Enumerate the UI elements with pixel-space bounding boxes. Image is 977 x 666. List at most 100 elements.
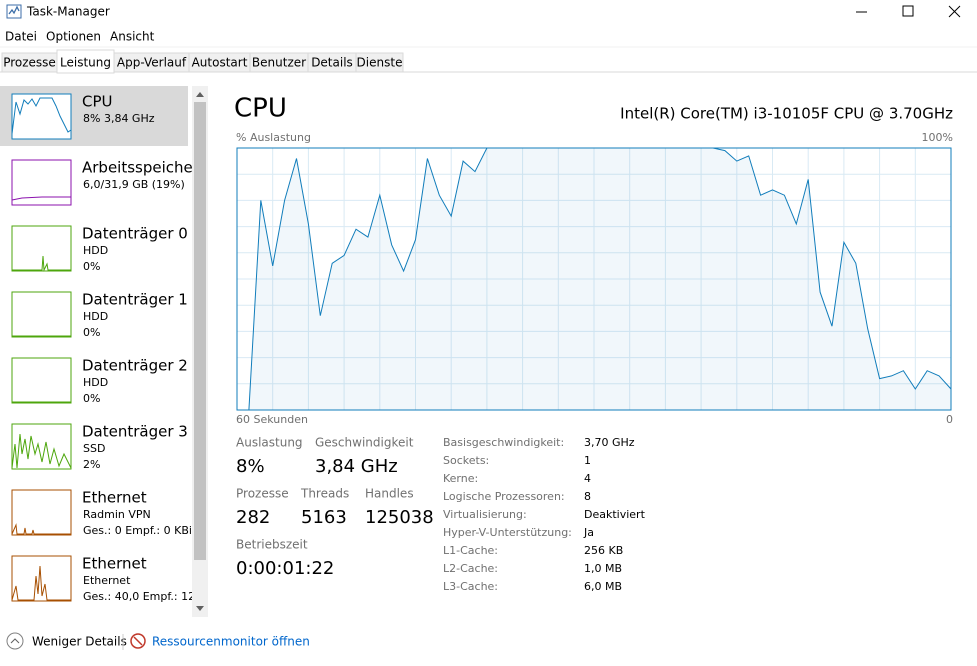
- detail-value: 1,0 MB: [584, 562, 622, 575]
- menu-item[interactable]: Ansicht: [110, 30, 155, 44]
- thumbnail: [11, 225, 72, 272]
- stat-label: Prozesse: [236, 487, 289, 501]
- item-detail: 0%: [83, 260, 100, 273]
- stat-label: Geschwindigkeit: [315, 436, 414, 450]
- thumbnail-line: [11, 523, 71, 535]
- detail-key: L2-Cache:: [443, 562, 498, 575]
- stat-value: 3,84 GHz: [315, 456, 398, 477]
- cpu-graph: [236, 147, 952, 411]
- thumbnail-line: [12, 255, 71, 272]
- stat-label: Auslastung: [236, 436, 303, 450]
- maximize-button[interactable]: [902, 5, 914, 17]
- thumbnail: [11, 489, 72, 536]
- collapse-icon[interactable]: [6, 632, 24, 650]
- fewer-details[interactable]: Weniger Details: [32, 635, 127, 649]
- thumbnail: [11, 93, 72, 140]
- item-detail: Ges.: 0 Empf.: 0 KBit/: [83, 524, 200, 537]
- item-detail: HDD: [83, 310, 108, 323]
- item-name: Ethernet: [82, 555, 147, 573]
- item-name: CPU: [82, 93, 113, 111]
- tab-label[interactable]: Leistung: [60, 56, 111, 70]
- item-detail: SSD: [83, 442, 105, 455]
- menu-item[interactable]: Datei: [5, 30, 37, 44]
- item-detail: 6,0/31,9 GB (19%): [83, 178, 185, 191]
- y-axis-label: % Auslastung: [236, 131, 311, 144]
- x-tick-label: 0: [946, 413, 953, 426]
- item-name: Datenträger 1 (Z: [82, 291, 209, 309]
- detail-key: Basisgeschwindigkeit:: [443, 436, 564, 449]
- stat-value: 8%: [236, 456, 265, 477]
- item-detail: 0%: [83, 326, 100, 339]
- menu-item[interactable]: Optionen: [46, 30, 101, 44]
- detail-value: 6,0 MB: [584, 580, 622, 593]
- detail-value: 1: [584, 454, 591, 467]
- item-detail: HDD: [83, 244, 108, 257]
- detail-key: L1-Cache:: [443, 544, 498, 557]
- stat-value: 125038: [365, 507, 434, 528]
- stat-value: 0:00:01:22: [236, 558, 334, 579]
- detail-key: Hyper-V-Unterstützung:: [443, 526, 572, 539]
- tab[interactable]: [355, 52, 404, 73]
- item-detail: HDD: [83, 376, 108, 389]
- app-icon: [6, 4, 22, 19]
- tab-label[interactable]: Dienste: [357, 56, 403, 70]
- item-detail: 8% 3,84 GHz: [83, 112, 155, 125]
- resource-monitor-link[interactable]: Ressourcenmonitor öffnen: [152, 635, 310, 649]
- detail-value: 8: [584, 490, 591, 503]
- tab-label[interactable]: Prozesse: [3, 56, 56, 70]
- tab-label[interactable]: Details: [311, 56, 353, 70]
- item-name: Ethernet: [82, 489, 147, 507]
- detail-key: L3-Cache:: [443, 580, 498, 593]
- item-detail: 0%: [83, 392, 100, 405]
- stat-value: 5163: [301, 507, 347, 528]
- item-name: Arbeitsspeicher: [82, 159, 200, 177]
- area-fill: [248, 148, 951, 410]
- scrollbar-thumb[interactable]: [194, 102, 206, 560]
- plot-border: [236, 147, 952, 411]
- stat-label: Betriebszeit: [236, 538, 308, 552]
- item-name: Datenträger 0 (D: [82, 225, 210, 243]
- item-detail: Ges.: 40,0 Empf.: 120: [83, 590, 202, 603]
- item-name: Datenträger 3 (C: [82, 423, 209, 441]
- scroll-down[interactable]: [196, 606, 204, 611]
- detail-value: 3,70 GHz: [584, 436, 635, 449]
- stats: Auslastung 8% Geschwindigkeit 3,84 GHz Proze…: [236, 436, 434, 580]
- detail-value: 4: [584, 472, 591, 485]
- graph-title: CPU: [234, 94, 287, 124]
- tab-label[interactable]: Autostart: [192, 56, 248, 70]
- item-detail: Ethernet: [83, 574, 131, 587]
- detail-key: Sockets:: [443, 454, 489, 467]
- y-tick-label: 100%: [922, 131, 953, 144]
- cpu-model: Intel(R) Core(TM) i3-10105F CPU @ 3.70GH…: [620, 105, 953, 123]
- details: Basisgeschwindigkeit: 3,70 GHz Sockets: 1 Ke…: [443, 436, 646, 593]
- thumbnail-line: [11, 97, 72, 135]
- thumbnail-line: [11, 565, 71, 601]
- thumbnail-line: [11, 196, 71, 201]
- item-detail: Radmin VPN: [83, 508, 151, 521]
- detail-key: Logische Prozessoren:: [443, 490, 565, 503]
- resource-monitor-icon: [130, 633, 146, 649]
- thumbnail: [11, 291, 72, 338]
- stat-value: 282: [236, 507, 270, 528]
- tab-label[interactable]: Benutzer: [252, 56, 306, 70]
- detail-value: 256 KB: [584, 544, 623, 557]
- item-name: Datenträger 2 (E: [82, 357, 208, 375]
- thumbnail: [11, 357, 72, 404]
- stat-label: Threads: [300, 487, 349, 501]
- close-button[interactable]: [948, 5, 961, 18]
- stat-label: Handles: [365, 487, 414, 501]
- scroll-up[interactable]: [196, 92, 204, 97]
- thumbnail-line: [11, 433, 72, 469]
- tab-label[interactable]: App-Verlauf: [117, 56, 187, 70]
